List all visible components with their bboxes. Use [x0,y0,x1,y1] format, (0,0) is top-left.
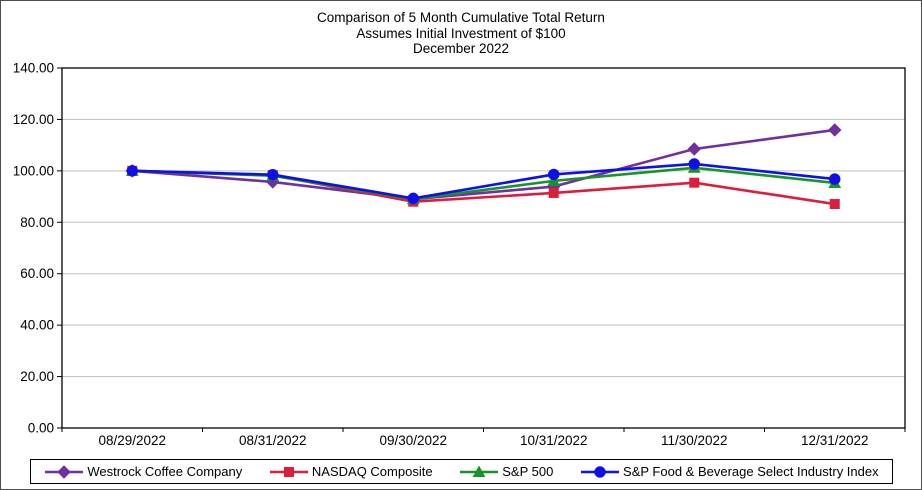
series-0 [125,123,842,206]
legend-item-0: Westrock Coffee Company [44,464,242,479]
y-axis-label: 100.00 [13,163,54,178]
legend-marker-circle-icon [581,465,620,478]
circle-marker [548,168,560,181]
y-axis-label: 40.00 [20,318,54,333]
x-axis-label: 12/31/2022 [801,433,869,448]
square-marker [283,466,294,477]
legend-label: S&P 500 [502,464,554,479]
square-marker [548,187,559,198]
series-line [132,162,835,200]
chart-title: Comparison of 5 Month Cumulative Total R… [1,10,921,57]
circle-marker [829,173,841,185]
circle-marker [594,465,606,478]
legend-marker-diamond-icon [45,464,84,479]
series-3 [126,158,841,205]
square-marker [689,177,700,188]
chart-title-line-1: Comparison of 5 Month Cumulative Total R… [317,10,605,25]
series-line [132,128,835,201]
circle-marker [267,169,279,181]
circle-marker [407,192,419,205]
legend-marker-square-icon [269,466,308,477]
legend-label: NASDAQ Composite [311,464,433,479]
x-axis-label: 08/31/2022 [239,433,307,448]
y-axis-label: 0.00 [28,421,54,436]
chart-legend: Westrock Coffee Company NASDAQ Composite S… [30,459,893,484]
y-axis-label: 20.00 [20,369,54,384]
legend-label: S&P Food & Beverage Select Industry Inde… [623,464,879,479]
x-axis-label: 09/30/2022 [379,433,447,448]
square-marker [829,199,840,210]
x-axis-label: 11/30/2022 [661,433,728,448]
legend-item-3: S&P Food & Beverage Select Industry Inde… [580,464,879,479]
x-axis-label: 10/31/2022 [520,433,588,448]
circle-marker [126,165,138,177]
y-axis-label: 80.00 [20,215,54,230]
y-axis-label: 60.00 [20,266,54,281]
legend-item-2: S&P 500 [459,464,553,479]
plot-border [61,67,906,429]
y-axis-label: 120.00 [13,112,54,127]
x-axis-label: 08/29/2022 [98,433,166,448]
diamond-marker [57,464,72,479]
triangle-marker [472,464,486,477]
diamond-marker [687,142,701,156]
triangle-marker [547,174,561,186]
chart-title-line-2: Assumes Initial Investment of $100 [356,25,566,41]
y-axis-label: 140.00 [13,61,54,76]
diamond-marker [828,123,842,137]
legend-label: Westrock Coffee Company [87,464,243,479]
circle-marker [688,158,700,170]
legend-marker-triangle-icon [460,464,499,477]
legend-item-1: NASDAQ Composite [269,464,433,479]
chart-title-line-3: December 2022 [412,41,510,56]
